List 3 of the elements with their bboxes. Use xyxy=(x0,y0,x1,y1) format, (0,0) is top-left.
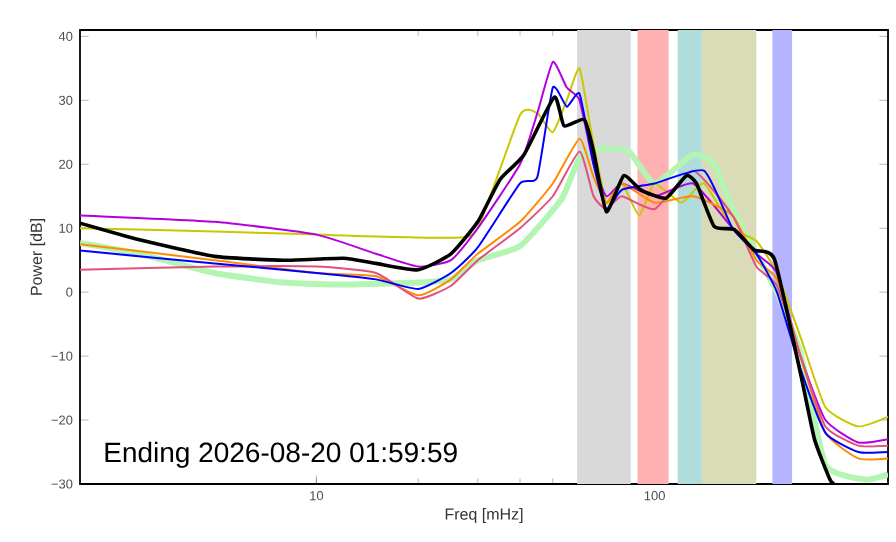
annotation: Ending 2026-08-20 01:59:59 xyxy=(105,441,457,468)
x-axis-title: Freq [mHz] xyxy=(445,507,523,523)
y-axis-title: Power [dB] xyxy=(30,219,46,295)
